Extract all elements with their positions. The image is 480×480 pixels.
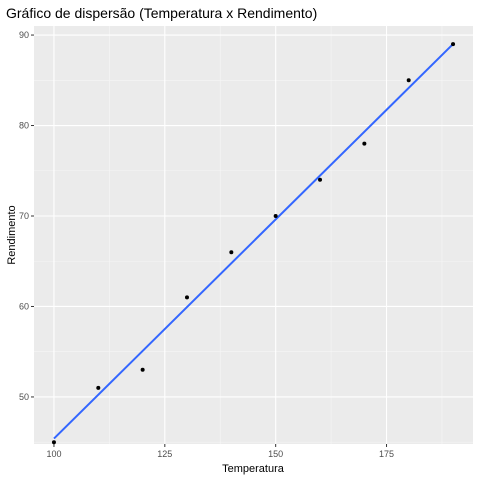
regression-line [53, 43, 454, 440]
x-tick-label: 125 [157, 449, 172, 459]
x-axis-ticks: 100 125 150 175 [46, 444, 394, 459]
data-point [184, 295, 189, 300]
y-axis-label: Rendimento [6, 205, 18, 264]
y-tick-label: 60 [19, 301, 29, 311]
data-point [140, 367, 145, 372]
x-tick-label: 175 [379, 449, 394, 459]
x-tick-label: 150 [268, 449, 283, 459]
data-point [96, 385, 101, 390]
major-gridlines [34, 26, 473, 444]
data-point [51, 440, 56, 445]
data-points [51, 42, 456, 445]
data-point [362, 141, 367, 146]
minor-gridlines [34, 26, 473, 444]
chart-title: Gráfico de dispersão (Temperatura x Rend… [6, 5, 317, 21]
y-tick-label: 80 [19, 121, 29, 131]
data-point [318, 177, 323, 182]
x-axis-label: Temperatura [222, 463, 285, 475]
y-tick-label: 50 [19, 392, 29, 402]
y-tick-label: 90 [19, 30, 29, 40]
y-axis-ticks: 50 60 70 80 90 [19, 30, 34, 402]
x-tick-label: 100 [46, 449, 61, 459]
data-point [273, 214, 278, 218]
y-tick-label: 70 [19, 211, 29, 221]
data-point [229, 250, 234, 255]
data-point [406, 78, 411, 83]
data-point [451, 42, 456, 47]
